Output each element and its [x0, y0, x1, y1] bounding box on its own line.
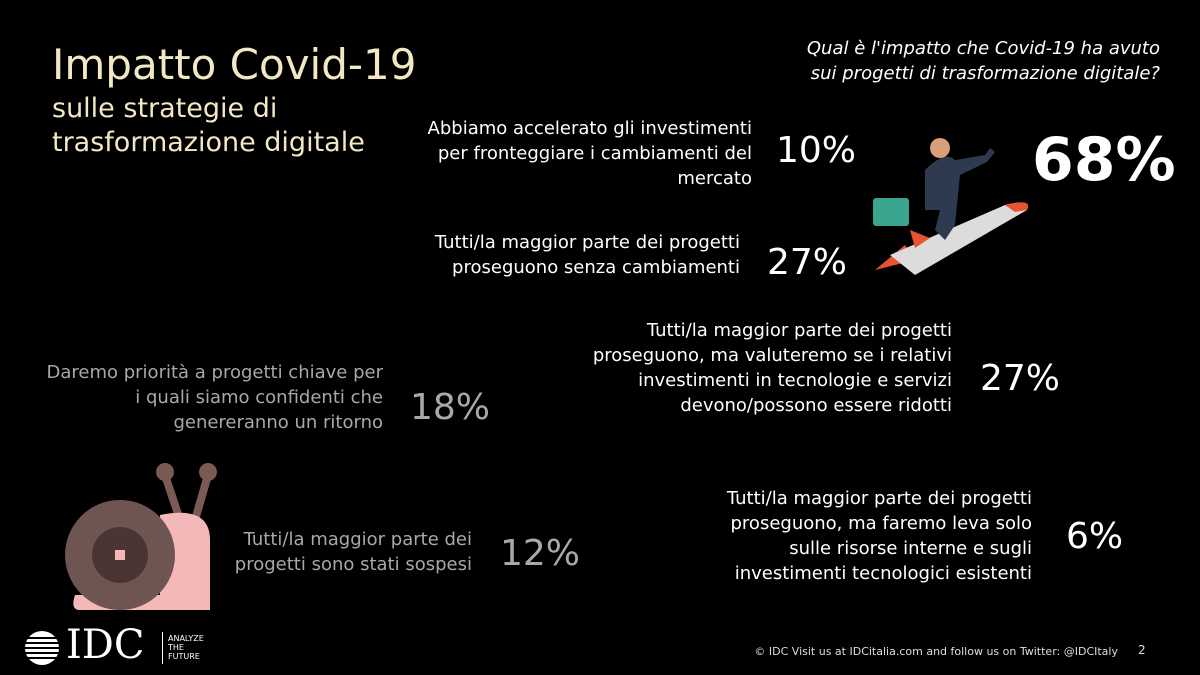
- item-percent: 6%: [1066, 516, 1124, 557]
- rocket-illustration: [873, 138, 1029, 275]
- item-line: Tutti/la maggior parte dei: [243, 529, 472, 550]
- subtitle-line: trasformazione digitale: [52, 127, 365, 158]
- item-text: Tutti/la maggior parte dei progetti prose…: [727, 486, 1032, 586]
- item-percent: 10%: [776, 130, 857, 171]
- subtitle: sulle strategie di trasformazione digita…: [52, 92, 365, 160]
- item-line: proseguono senza cambiamenti: [452, 257, 740, 278]
- question-line: Qual è l'impatto che Covid-19 ha avuto: [806, 38, 1160, 59]
- item-line: Tutti/la maggior parte dei progetti: [434, 232, 740, 253]
- item-line: Abbiamo accelerato gli investimenti: [427, 118, 752, 139]
- item-line: Tutti/la maggior parte dei progetti: [726, 488, 1032, 509]
- item-text: Tutti/la maggior parte dei progetti sono …: [235, 527, 472, 577]
- item-line: genereranno un ritorno: [173, 412, 383, 433]
- item-percent: 27%: [980, 358, 1061, 399]
- item-line: sulle risorse interne e sugli: [789, 538, 1032, 559]
- tagline-line: FUTURE: [168, 652, 200, 661]
- item-text: Tutti/la maggior parte dei progetti prose…: [593, 318, 952, 418]
- total: 68%: [1032, 125, 1176, 195]
- snail-illustration: [65, 463, 217, 610]
- item-line: proseguono, ma faremo leva solo: [730, 513, 1033, 534]
- question-line: sui progetti di trasformazione digitale?: [810, 63, 1160, 84]
- item-line: investimenti tecnologici esistenti: [734, 563, 1032, 584]
- logo-name: IDC: [66, 622, 145, 668]
- item-line: progetti sono stati sospesi: [234, 554, 472, 575]
- item-line: mercato: [677, 168, 752, 189]
- item-text: Daremo priorità a progetti chiave per i q…: [46, 360, 383, 435]
- item-line: Tutti/la maggior parte dei progetti: [646, 320, 952, 341]
- item-text: Abbiamo accelerato gli investimenti per f…: [428, 116, 752, 191]
- logo-tagline: ANALYZE THE FUTURE: [168, 634, 204, 661]
- item-line: per fronteggiare i cambiamenti del: [437, 143, 752, 164]
- item-line: devono/possono essere ridotti: [680, 395, 952, 416]
- item-percent: 18%: [410, 387, 491, 428]
- logo-mark: [22, 631, 62, 665]
- item-percent: 12%: [500, 533, 581, 574]
- subtitle-line: sulle strategie di: [52, 93, 278, 124]
- tagline-line: ANALYZE: [168, 634, 204, 643]
- title: Impatto Covid-19: [52, 40, 417, 89]
- item-line: Daremo priorità a progetti chiave per: [46, 362, 383, 383]
- tagline-line: THE: [168, 643, 184, 652]
- question: Qual è l'impatto che Covid-19 ha avuto s…: [807, 36, 1160, 86]
- item-line: investimenti in tecnologie e servizi: [638, 370, 952, 391]
- item-text: Tutti/la maggior parte dei progetti prose…: [435, 230, 740, 280]
- page-number: 2: [1138, 643, 1146, 657]
- item-percent: 27%: [767, 242, 848, 283]
- item-line: i quali siamo confidenti che: [135, 387, 383, 408]
- footer: © IDC Visit us at IDCitalia.com and foll…: [754, 645, 1118, 658]
- item-line: proseguono, ma valuteremo se i relativi: [592, 345, 952, 366]
